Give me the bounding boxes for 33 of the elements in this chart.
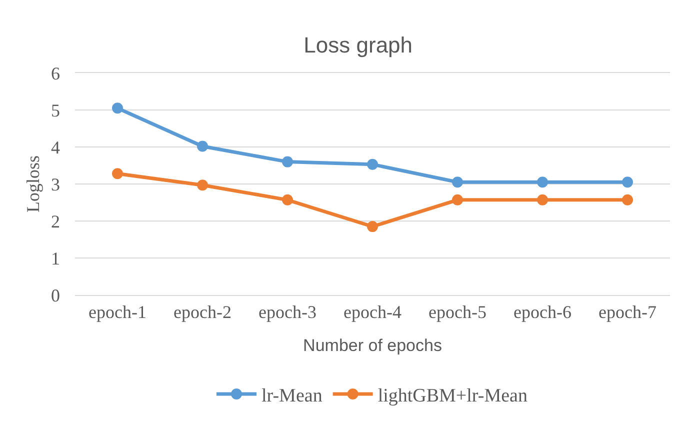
y-axis-title: Logloss	[23, 155, 44, 213]
point	[452, 176, 463, 188]
y-tick-label: 4	[51, 137, 60, 158]
point	[197, 140, 208, 152]
point	[537, 176, 548, 188]
x-tick-label: epoch-3	[258, 302, 316, 322]
x-axis-title: Number of epochs	[303, 336, 442, 356]
x-tick-label: epoch-7	[598, 302, 656, 322]
chart-title: Loss graph	[304, 32, 413, 58]
point	[112, 102, 123, 114]
legend-label: lightGBM+lr-Mean	[378, 385, 528, 406]
point	[197, 180, 208, 191]
x-tick-label: epoch-5	[428, 302, 486, 322]
point	[367, 158, 378, 170]
point	[112, 168, 123, 180]
point	[622, 176, 633, 188]
y-tick-label: 5	[51, 100, 60, 120]
y-tick-label: 0	[51, 285, 60, 306]
point	[367, 221, 378, 232]
y-tick-label: 2	[51, 211, 60, 232]
point	[452, 194, 463, 206]
y-tick-label: 1	[51, 248, 60, 268]
point	[282, 156, 293, 168]
point	[282, 194, 293, 206]
y-tick-label: 6	[51, 63, 60, 84]
x-tick-label: epoch-2	[174, 302, 232, 322]
x-tick-label: epoch-4	[344, 302, 402, 322]
x-tick-label: epoch-6	[514, 302, 572, 322]
point	[537, 194, 548, 206]
x-tick-label: epoch-1	[88, 302, 146, 322]
point	[622, 194, 633, 206]
legend-label: lr-Mean	[262, 385, 323, 406]
y-tick-label: 3	[51, 174, 60, 194]
